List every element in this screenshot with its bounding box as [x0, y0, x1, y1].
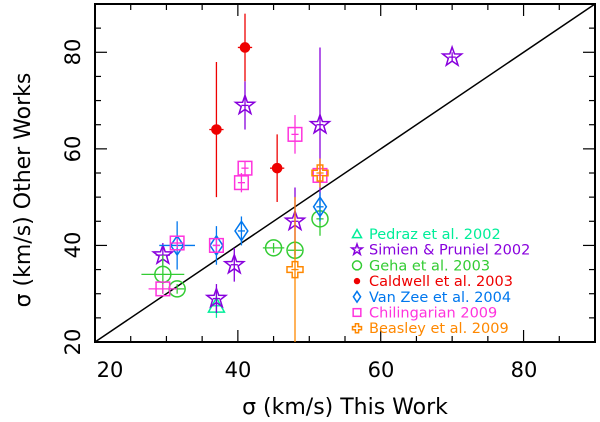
legend-marker: [352, 290, 362, 304]
data-point-chilingarian-2009: [287, 115, 303, 154]
legend-label: Pedraz et al. 2002: [369, 227, 501, 243]
marker-cross: [311, 164, 329, 182]
data-point-caldwell-et-al-2003: [237, 13, 253, 82]
legend-label: Van Zee et al. 2004: [369, 290, 511, 306]
x-axis-title: σ (km/s) This Work: [242, 395, 448, 420]
marker-star: [204, 286, 229, 309]
legend-label: Caldwell et al. 2003: [369, 274, 513, 290]
data-point-simien-pruniel-2002: [440, 44, 464, 68]
data-point-chilingarian-2009: [237, 160, 253, 176]
marker-square: [237, 160, 253, 176]
y-tick-label: 80: [61, 39, 85, 66]
legend-label: Beasley et al. 2009: [369, 321, 509, 337]
x-tick-label: 80: [511, 358, 538, 382]
marker-square: [155, 281, 171, 297]
legend-label: Geha et al. 2003: [369, 258, 490, 274]
legend-label: Chilingarian 2009: [369, 306, 497, 322]
data-point-simien-pruniel-2002: [204, 284, 229, 314]
marker-square: [287, 126, 303, 142]
data-point-chilingarian-2009: [233, 173, 249, 193]
data-point-van-zee-et-al-2004: [234, 216, 249, 246]
marker-cross: [286, 260, 304, 279]
data-point-caldwell-et-al-2003: [209, 61, 224, 198]
marker-square: [233, 175, 249, 191]
marker-dot: [271, 162, 283, 174]
marker-circle: [264, 239, 283, 257]
legend-label: Simien & Pruniel 2002: [369, 243, 530, 259]
marker-star: [233, 93, 257, 116]
data-point-van-zee-et-al-2004: [312, 192, 328, 222]
axis-ticks: [94, 3, 596, 343]
marker-dot: [239, 42, 251, 53]
legend-marker: [352, 307, 362, 318]
legend-marker: [351, 260, 363, 271]
marker-dot: [211, 124, 222, 135]
data-point-simien-pruniel-2002: [233, 81, 257, 130]
marker-star: [440, 44, 464, 68]
y-axis-title: σ (km/s) Other Works: [11, 73, 36, 308]
legend-marker: [351, 322, 363, 334]
legend-marker: [349, 241, 365, 257]
data-point-chilingarian-2009: [169, 235, 185, 251]
x-tick-label: 60: [368, 358, 395, 382]
marker-star: [308, 112, 332, 135]
marker-square: [208, 237, 224, 253]
marker-diamond: [312, 195, 328, 218]
legend-marker: [353, 277, 361, 285]
legend-marker: [351, 227, 363, 239]
one-to-one-line: [94, 3, 596, 343]
data-point-beasley-et-al-2009: [311, 158, 329, 188]
marker-diamond: [209, 234, 224, 257]
data-point-beasley-et-al-2009: [286, 197, 304, 342]
marker-diamond: [169, 234, 185, 257]
data-point-chilingarian-2009: [208, 237, 224, 253]
y-tick-label: 40: [61, 232, 85, 259]
data-point-simien-pruniel-2002: [222, 247, 246, 282]
data-point-geha-et-al-2003: [262, 239, 285, 257]
x-tick-label: 20: [97, 358, 124, 382]
data-points: [141, 13, 464, 342]
y-tick-label: 20: [61, 329, 85, 356]
data-point-caldwell-et-al-2003: [270, 134, 285, 202]
data-point-chilingarian-2009: [148, 281, 178, 297]
marker-diamond: [234, 219, 249, 242]
marker-star: [222, 252, 246, 275]
marker-square: [169, 235, 185, 251]
y-tick-label: 60: [61, 136, 85, 163]
x-tick-label: 40: [225, 358, 252, 382]
